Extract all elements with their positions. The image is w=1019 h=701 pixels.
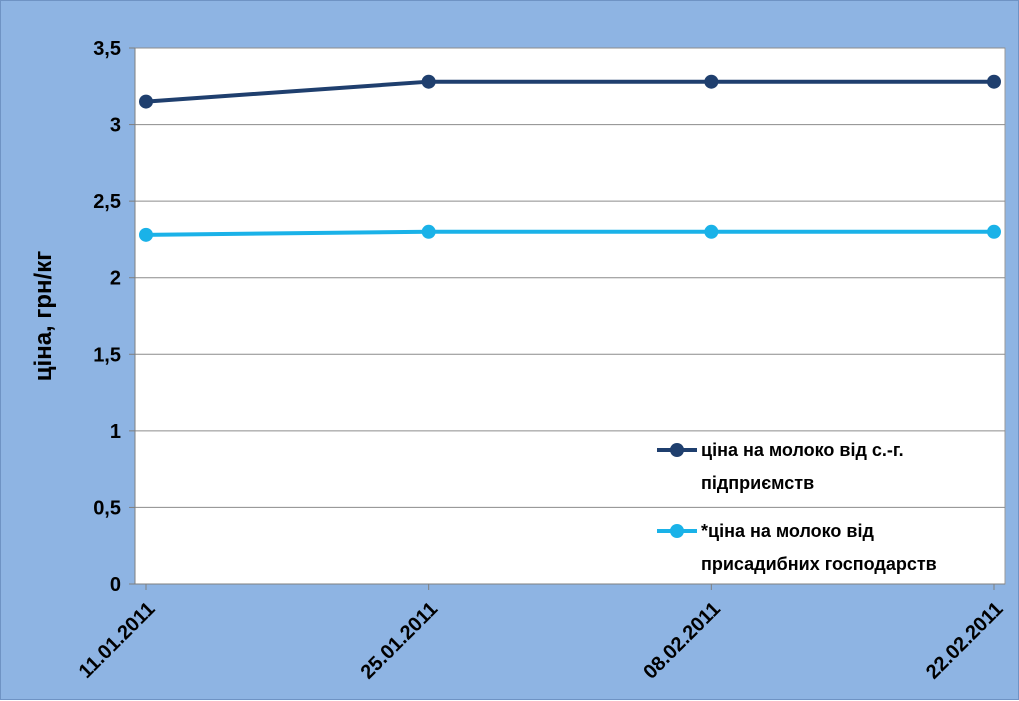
data-point [139,227,153,242]
x-tick-label: 08.02.2011 [639,598,725,684]
y-tick-label: 1 [110,421,121,443]
plot-area [134,47,1006,585]
x-tick-label: 25.01.2011 [357,598,443,684]
x-tick-label: 11.01.2011 [75,598,160,683]
legend-swatch-marker [670,524,684,538]
y-tick-label: 3 [110,115,121,137]
legend-label: присадибних господарств [701,554,937,574]
legend-label: підприємств [701,473,814,493]
x-tick-label: 22.02.2011 [922,598,1008,684]
y-tick-label: 0 [110,574,121,596]
data-point [704,224,719,239]
legend-label: *ціна на молоко від [701,521,874,541]
data-point [987,224,1001,239]
y-tick-label: 2,5 [93,191,121,213]
legend-swatch-marker [670,443,684,457]
series-line-2 [145,229,994,237]
legend-label: ціна на молоко від с.-г. [701,440,904,460]
data-point [704,74,719,89]
data-point [421,224,436,239]
y-tick-label: 1,5 [93,344,121,366]
series-line-1 [145,79,994,104]
data-point [987,74,1001,89]
y-tick-label: 0,5 [93,497,121,519]
y-tick-label: 2 [110,268,121,290]
y-axis-title: ціна, грн/кг [30,251,57,381]
data-point [421,74,436,89]
data-point [139,94,153,109]
y-tick-label: 3,5 [93,38,121,60]
